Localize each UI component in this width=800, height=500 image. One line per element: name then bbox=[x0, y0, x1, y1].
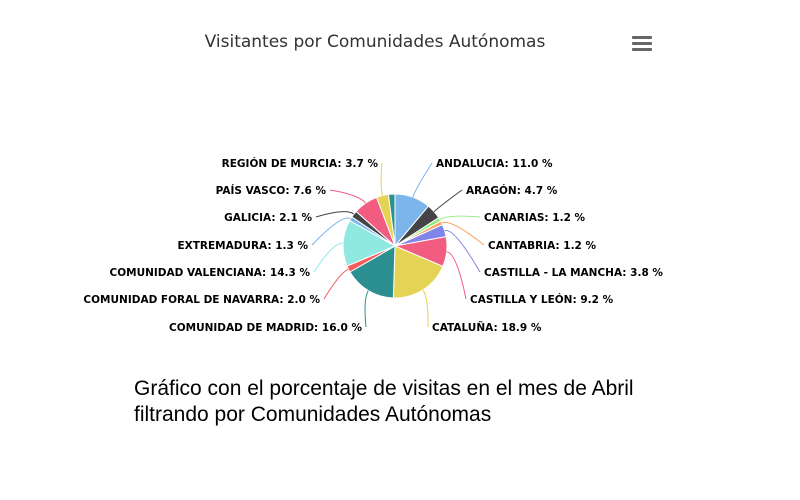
connector-line bbox=[380, 162, 383, 196]
slice-label: ARAGÓN: 4.7 % bbox=[466, 184, 558, 197]
pie-slice-catalu-a[interactable] bbox=[392, 245, 444, 299]
chart-menu-button[interactable] bbox=[632, 36, 652, 54]
pie-chart: Visitantes por Comunidades Autónomas AND… bbox=[83, 32, 663, 334]
slice-label: COMUNIDAD DE MADRID: 16.0 % bbox=[169, 322, 362, 334]
connector-line bbox=[444, 230, 481, 273]
slice-label: CATALUÑA: 18.9 % bbox=[432, 321, 542, 334]
caption: Gráfico con el porcentaje de visitas en … bbox=[134, 376, 734, 428]
connector-line bbox=[422, 289, 429, 328]
label-connectors bbox=[311, 162, 485, 328]
slice-label: CASTILLA - LA MANCHA: 3.8 % bbox=[484, 267, 663, 279]
connector-line bbox=[315, 211, 355, 218]
connector-line bbox=[311, 217, 351, 246]
slice-label: EXTREMADURA: 1.3 % bbox=[177, 240, 308, 252]
pie-slice-comunidad-de-madrid[interactable] bbox=[349, 245, 396, 299]
slice-label: GALICIA: 2.1 % bbox=[224, 212, 312, 224]
slice-labels: ANDALUCIA: 11.0 % ARAGÓN: 4.7 % CANARIAS: … bbox=[83, 157, 663, 334]
connector-line bbox=[329, 189, 366, 204]
slice-label: CASTILLA Y LEÓN: 9.2 % bbox=[470, 293, 614, 306]
chart-title: Visitantes por Comunidades Autónomas bbox=[205, 32, 546, 52]
pie-slice-unlabeled[interactable] bbox=[387, 193, 396, 247]
slice-label: CANARIAS: 1.2 % bbox=[484, 212, 586, 224]
caption-line-1: Gráfico con el porcentaje de visitas en … bbox=[134, 377, 634, 400]
slice-label: COMUNIDAD VALENCIANA: 14.3 % bbox=[110, 267, 311, 279]
slice-label: PAÍS VASCO: 7.6 % bbox=[216, 184, 327, 197]
connector-line bbox=[433, 189, 463, 212]
hamburger-menu-icon bbox=[632, 36, 652, 39]
pie-slices bbox=[342, 193, 448, 299]
connector-line bbox=[364, 290, 369, 328]
connector-line bbox=[441, 221, 485, 246]
connector-line bbox=[412, 162, 433, 198]
connector-line bbox=[323, 268, 349, 300]
connector-line bbox=[439, 215, 481, 220]
slice-label: CANTABRIA: 1.2 % bbox=[488, 240, 597, 252]
caption-line-2: filtrando por Comunidades Autónomas bbox=[134, 403, 492, 426]
slice-label: ANDALUCIA: 11.0 % bbox=[436, 158, 553, 170]
slice-label: COMUNIDAD FORAL DE NAVARRA: 2.0 % bbox=[83, 294, 320, 306]
connector-line bbox=[446, 251, 467, 300]
connector-line bbox=[313, 242, 344, 273]
slice-label: REGIÓN DE MURCIA: 3.7 % bbox=[222, 157, 379, 170]
